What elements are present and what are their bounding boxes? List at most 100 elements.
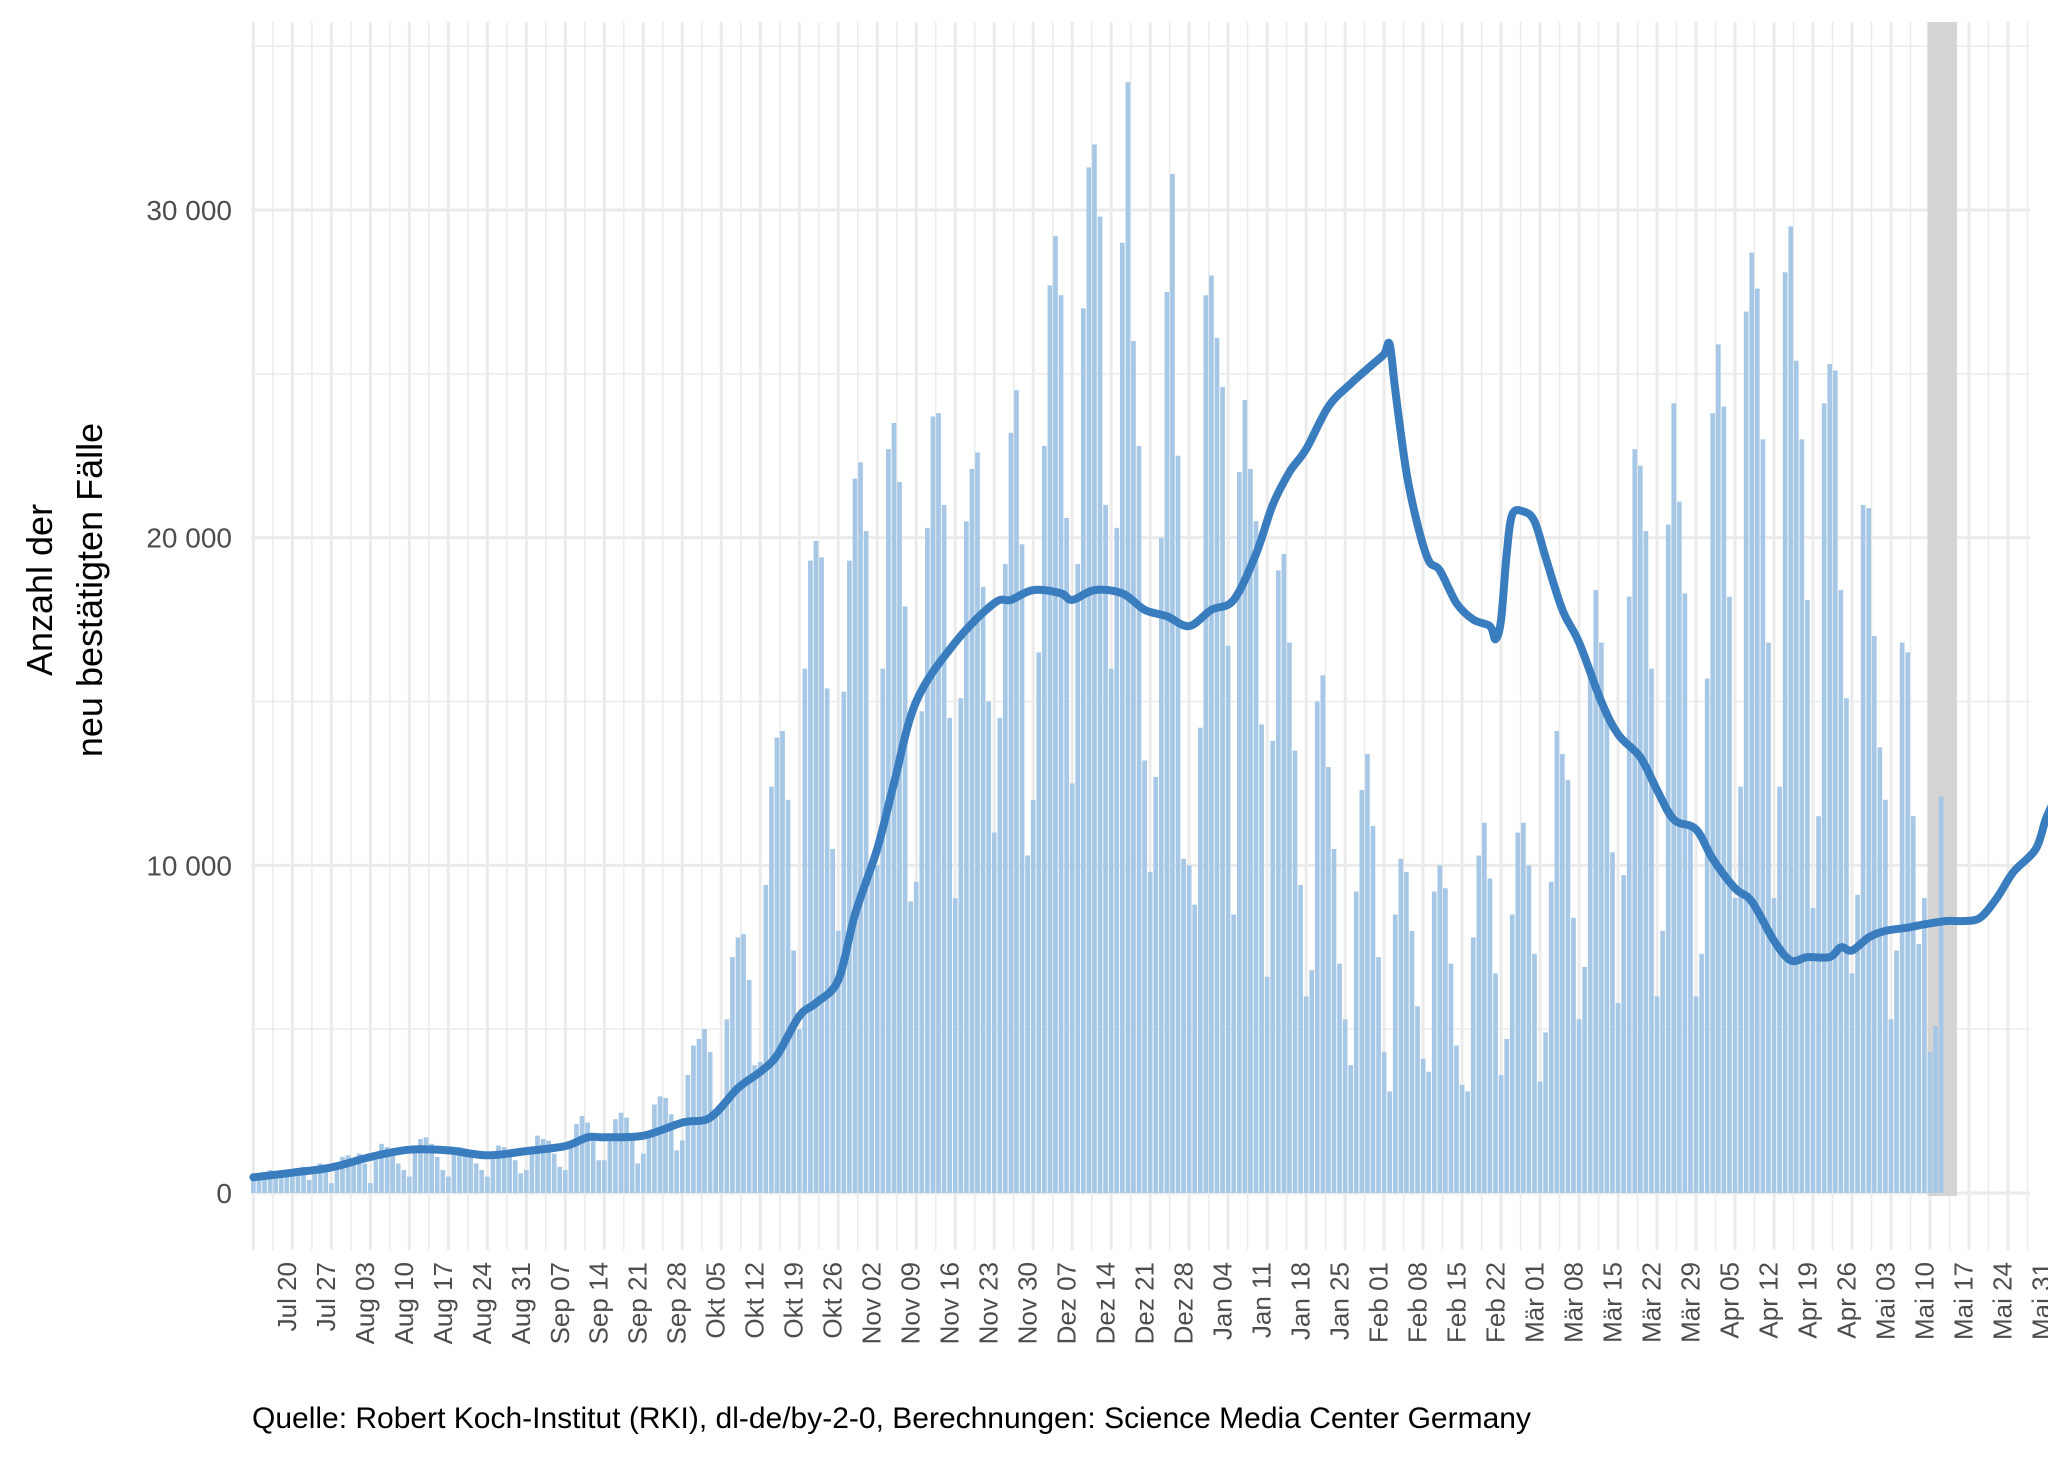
y-tick-label: 0	[216, 1178, 232, 1209]
daily-bar	[1671, 403, 1677, 1193]
daily-bar	[1676, 501, 1682, 1194]
daily-bar	[652, 1104, 657, 1193]
x-tick-label: Jan 18	[1286, 1262, 1316, 1340]
daily-bar	[379, 1143, 384, 1193]
daily-bar	[262, 1176, 267, 1193]
daily-bar	[1938, 796, 1944, 1193]
daily-bar	[1654, 996, 1660, 1193]
daily-bar	[902, 606, 908, 1193]
daily-bar	[1509, 914, 1515, 1193]
daily-bar	[1576, 1019, 1582, 1193]
daily-bar	[1521, 822, 1526, 1193]
daily-bar	[1910, 816, 1916, 1193]
x-tick-label: Feb 01	[1364, 1262, 1394, 1343]
daily-bar	[1075, 563, 1081, 1193]
daily-bar	[1264, 976, 1270, 1193]
daily-bar	[267, 1170, 273, 1193]
daily-bar	[997, 717, 1003, 1193]
daily-bar	[674, 1150, 680, 1193]
daily-bar	[468, 1153, 473, 1193]
daily-bar	[1487, 878, 1493, 1193]
daily-bar	[278, 1173, 284, 1193]
daily-bar	[991, 832, 997, 1193]
daily-bar	[1710, 413, 1716, 1193]
daily-bar	[479, 1170, 485, 1193]
daily-bar	[1119, 242, 1125, 1193]
x-tick-label: Mai 10	[1909, 1262, 1939, 1340]
daily-bar	[1721, 406, 1727, 1194]
daily-bar	[1476, 855, 1482, 1193]
daily-bar	[930, 416, 936, 1193]
daily-bar	[1571, 917, 1576, 1193]
daily-bar	[830, 848, 836, 1193]
daily-bar	[256, 1179, 262, 1193]
daily-bar	[880, 668, 886, 1193]
daily-bar	[1799, 439, 1805, 1193]
x-tick-label: Jan 25	[1325, 1262, 1355, 1340]
daily-bar	[1331, 848, 1337, 1193]
caption: Quelle: Robert Koch-Institut (RKI), dl-d…	[252, 1402, 1531, 1435]
daily-bar	[1621, 875, 1626, 1193]
daily-bar	[835, 930, 841, 1193]
daily-bar	[512, 1160, 518, 1193]
daily-bar	[1270, 740, 1276, 1193]
daily-bar	[1064, 518, 1069, 1193]
daily-bar	[562, 1170, 568, 1193]
daily-bar	[1303, 996, 1309, 1193]
daily-bar	[1443, 888, 1448, 1193]
daily-bar	[546, 1140, 551, 1193]
daily-bar	[1838, 590, 1844, 1193]
daily-bar	[1092, 144, 1097, 1193]
x-tick-label: Aug 31	[506, 1262, 536, 1344]
daily-bar	[1108, 668, 1114, 1193]
y-tick-label: 20 000	[146, 523, 232, 554]
daily-bar	[1225, 645, 1231, 1193]
daily-bar	[1771, 898, 1777, 1193]
daily-bar	[824, 688, 830, 1193]
daily-bar	[1175, 455, 1181, 1193]
y-tick-label: 10 000	[146, 850, 232, 881]
daily-bar	[1749, 252, 1755, 1193]
daily-bar	[1866, 508, 1872, 1194]
daily-bar	[1470, 937, 1476, 1193]
daily-bar	[290, 1173, 295, 1193]
daily-bar	[685, 1075, 691, 1193]
daily-bar	[485, 1176, 490, 1193]
daily-bar	[412, 1147, 418, 1193]
daily-bar	[1832, 370, 1838, 1194]
daily-bar	[1431, 891, 1437, 1193]
daily-bar	[1560, 753, 1565, 1193]
daily-bar	[1192, 904, 1198, 1193]
x-tick-label: Okt 19	[779, 1262, 809, 1339]
daily-bar	[1003, 563, 1008, 1193]
daily-bar	[1459, 1084, 1465, 1193]
daily-bar	[368, 1183, 373, 1193]
daily-bar	[1810, 907, 1816, 1193]
daily-bar	[1309, 970, 1315, 1193]
daily-bar	[1899, 642, 1905, 1193]
x-tick-label: Nov 30	[1013, 1262, 1043, 1344]
daily-bar	[1298, 884, 1303, 1193]
daily-bar	[518, 1173, 524, 1193]
daily-bar	[1125, 82, 1131, 1194]
x-tick-label: Nov 16	[935, 1262, 965, 1344]
daily-bar	[251, 1173, 256, 1193]
daily-bar	[735, 937, 741, 1193]
daily-bar	[1136, 445, 1142, 1193]
daily-bar	[1704, 678, 1710, 1193]
x-tick-label: Mär 29	[1676, 1262, 1706, 1343]
daily-bar	[1292, 750, 1298, 1193]
daily-bar	[774, 737, 780, 1193]
daily-bar	[1019, 544, 1025, 1193]
daily-bar	[1754, 288, 1760, 1193]
daily-bar	[1660, 930, 1665, 1193]
y-axis-title-line-2: neu bestätigten Fälle	[69, 423, 110, 757]
daily-bar	[1916, 943, 1922, 1193]
daily-bar	[1871, 635, 1877, 1193]
daily-bar	[769, 786, 774, 1193]
daily-bar	[1030, 799, 1036, 1193]
daily-bar	[975, 452, 980, 1193]
daily-bar	[646, 1134, 652, 1193]
daily-bar	[1537, 1081, 1543, 1193]
x-tick-label: Mai 03	[1870, 1262, 1900, 1340]
